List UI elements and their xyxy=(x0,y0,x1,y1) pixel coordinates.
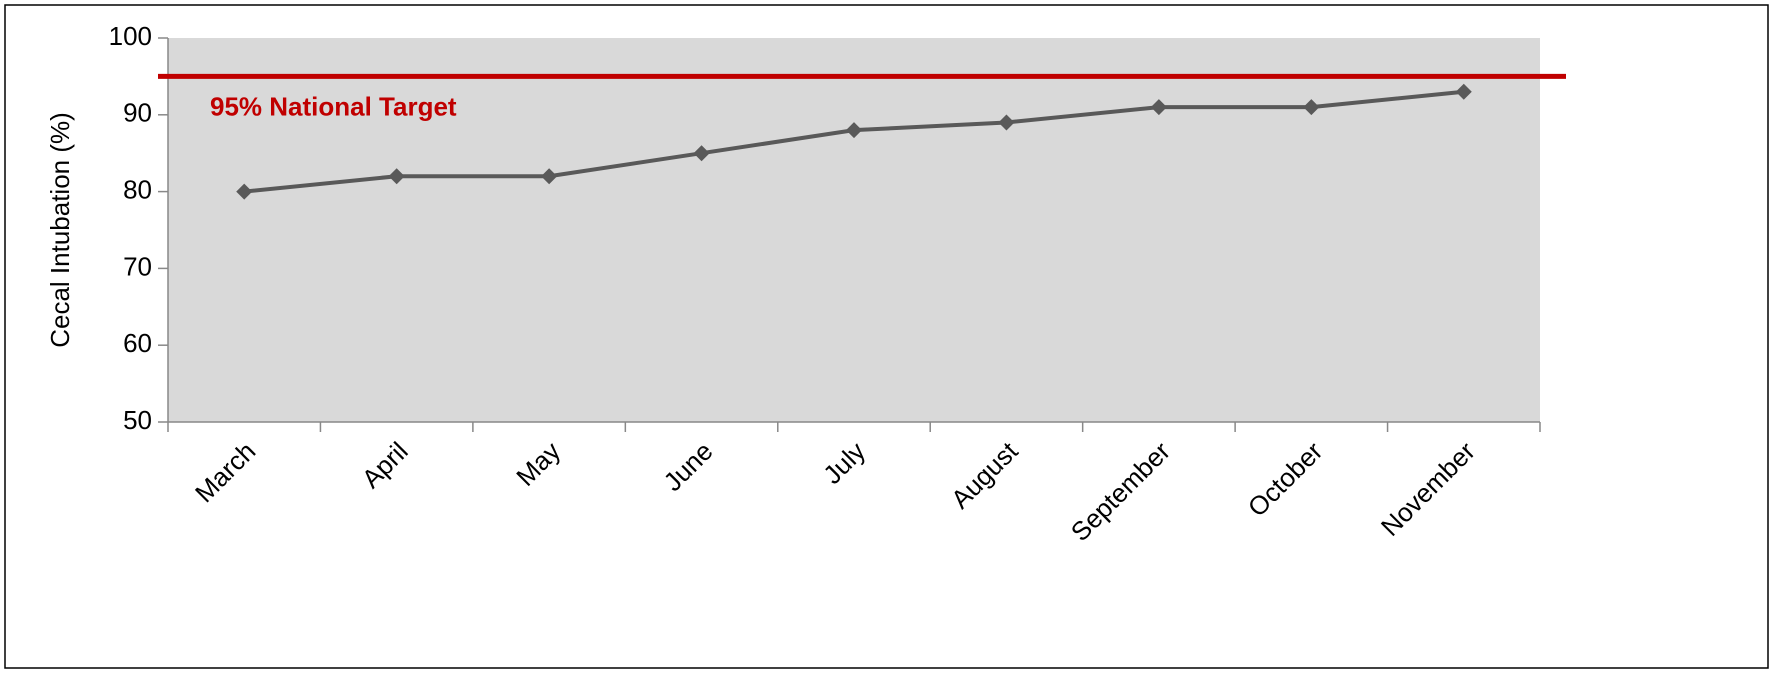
y-tick-label: 70 xyxy=(123,251,152,281)
y-tick-label: 80 xyxy=(123,174,152,204)
y-tick-label: 60 xyxy=(123,328,152,358)
y-axis-title: Cecal Intubation (%) xyxy=(45,112,75,348)
target-label: 95% National Target xyxy=(210,91,457,121)
marker xyxy=(388,168,405,185)
y-tick-label: 100 xyxy=(109,21,152,51)
marker xyxy=(846,122,862,139)
y-tick-label: 50 xyxy=(123,405,152,435)
y-tick-label: 90 xyxy=(123,98,152,128)
marker xyxy=(1303,99,1320,116)
marker xyxy=(1150,99,1167,116)
marker xyxy=(998,114,1015,131)
marker xyxy=(693,145,710,162)
marker xyxy=(541,168,558,185)
marker xyxy=(236,183,253,200)
marker xyxy=(1455,83,1472,100)
